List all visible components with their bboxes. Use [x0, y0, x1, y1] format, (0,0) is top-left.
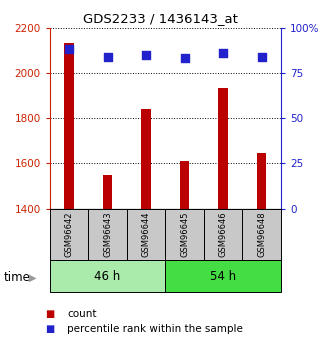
- Text: GSM96642: GSM96642: [65, 212, 74, 257]
- Bar: [257, 153, 266, 209]
- FancyBboxPatch shape: [242, 209, 281, 260]
- Text: ■: ■: [45, 325, 54, 334]
- Text: time: time: [3, 271, 30, 284]
- Point: [182, 56, 187, 61]
- Bar: [180, 161, 189, 209]
- Text: GSM96643: GSM96643: [103, 212, 112, 257]
- Text: ▶: ▶: [29, 273, 36, 283]
- Bar: [141, 109, 151, 209]
- Bar: [103, 175, 112, 209]
- Text: GSM96645: GSM96645: [180, 212, 189, 257]
- Text: GSM96648: GSM96648: [257, 212, 266, 257]
- FancyBboxPatch shape: [127, 209, 165, 260]
- Point: [66, 47, 72, 52]
- FancyBboxPatch shape: [165, 260, 281, 292]
- Bar: [64, 43, 74, 209]
- Point: [259, 54, 264, 59]
- Text: GSM96644: GSM96644: [142, 212, 151, 257]
- Point: [221, 50, 226, 56]
- Point: [105, 54, 110, 59]
- FancyBboxPatch shape: [165, 209, 204, 260]
- FancyBboxPatch shape: [88, 209, 127, 260]
- Text: 46 h: 46 h: [94, 269, 121, 283]
- Text: count: count: [67, 309, 97, 319]
- Text: percentile rank within the sample: percentile rank within the sample: [67, 325, 243, 334]
- Text: GSM96646: GSM96646: [219, 212, 228, 257]
- Bar: [218, 88, 228, 209]
- Text: ■: ■: [45, 309, 54, 319]
- FancyBboxPatch shape: [50, 260, 165, 292]
- FancyBboxPatch shape: [50, 209, 88, 260]
- FancyBboxPatch shape: [204, 209, 242, 260]
- Text: GDS2233 / 1436143_at: GDS2233 / 1436143_at: [83, 12, 238, 25]
- Text: 54 h: 54 h: [210, 269, 236, 283]
- Point: [143, 52, 149, 58]
